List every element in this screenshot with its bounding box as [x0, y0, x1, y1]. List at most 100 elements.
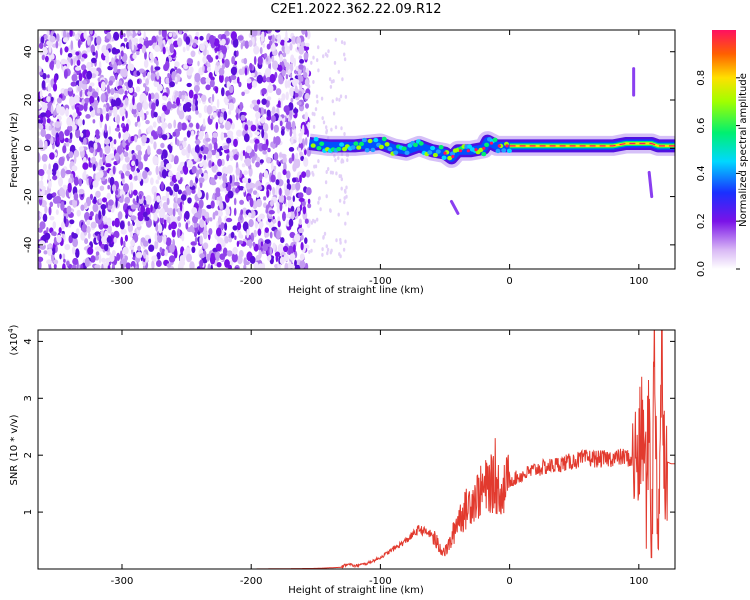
noise-blob — [89, 193, 93, 200]
noise-blob — [134, 121, 138, 127]
noise-blob — [335, 97, 338, 102]
noise-blob — [77, 85, 82, 92]
noise-blob — [73, 154, 77, 164]
noise-blob — [307, 121, 310, 130]
noise-blob — [262, 43, 266, 48]
noise-blob — [63, 88, 69, 97]
noise-blob — [86, 36, 91, 46]
noise-blob — [100, 204, 107, 210]
noise-blob — [281, 93, 286, 101]
noise-blob — [301, 30, 306, 35]
noise-blob — [329, 170, 333, 175]
noise-blob — [276, 159, 279, 166]
noise-blob — [148, 238, 152, 244]
noise-blob — [216, 200, 220, 206]
noise-blob — [285, 107, 290, 116]
x-tick-label: 100 — [629, 576, 648, 587]
noise-blob — [164, 249, 168, 257]
noise-blob — [229, 151, 234, 157]
noise-blob — [126, 30, 131, 37]
signal-blob — [401, 146, 407, 151]
noise-blob — [67, 53, 73, 58]
noise-blob — [177, 37, 183, 47]
noise-blob — [334, 125, 338, 130]
noise-blob — [189, 179, 194, 187]
noise-blob — [116, 49, 121, 54]
noise-blob — [233, 197, 237, 206]
noise-blob — [75, 51, 80, 56]
noise-blob — [58, 106, 66, 116]
noise-blob — [87, 90, 94, 97]
noise-blob — [143, 153, 148, 162]
noise-blob — [73, 176, 79, 186]
noise-blob — [180, 194, 187, 201]
noise-blob — [197, 60, 200, 67]
colorbar-gradient — [712, 30, 736, 269]
noise-blob — [53, 259, 59, 265]
noise-blob — [165, 77, 170, 85]
noise-blob — [168, 152, 172, 162]
noise-blob — [238, 186, 245, 191]
noise-blob — [101, 263, 104, 269]
noise-blob — [317, 200, 320, 205]
noise-blob — [237, 35, 244, 41]
noise-blob — [111, 263, 115, 269]
noise-blob — [95, 129, 100, 137]
noise-blob — [100, 93, 106, 103]
noise-blob — [259, 159, 264, 164]
noise-blob — [286, 178, 290, 184]
noise-blob — [287, 261, 292, 269]
noise-blob — [156, 195, 161, 203]
noise-blob — [106, 192, 111, 200]
noise-blob — [167, 144, 172, 150]
noise-blob — [226, 250, 233, 257]
noise-blob — [145, 78, 150, 86]
noise-blob — [237, 76, 240, 84]
noise-blob — [168, 170, 173, 177]
noise-blob — [310, 248, 313, 253]
noise-blob — [222, 173, 227, 183]
noise-blob — [38, 104, 41, 110]
noise-blob — [48, 180, 52, 189]
noise-blob — [254, 131, 260, 136]
noise-blob — [41, 54, 45, 61]
noise-blob — [136, 78, 140, 84]
noise-blob — [248, 40, 253, 47]
noise-blob — [179, 201, 183, 212]
noise-blob — [216, 98, 220, 109]
noise-blob — [73, 94, 80, 104]
noise-blob — [128, 86, 134, 94]
noise-blob — [46, 193, 53, 201]
noise-blob — [143, 59, 149, 68]
noise-blob — [98, 198, 103, 204]
noise-blob — [290, 137, 294, 145]
noise-blob — [174, 61, 180, 68]
noise-blob — [151, 102, 156, 111]
noise-blob — [194, 212, 201, 218]
noise-blob — [321, 252, 324, 257]
noise-blob — [219, 201, 224, 210]
noise-blob — [280, 237, 285, 244]
noise-blob — [256, 99, 261, 105]
noise-blob — [219, 73, 224, 83]
signal-peak-dot — [482, 146, 486, 150]
noise-blob — [55, 209, 59, 216]
noise-blob — [346, 158, 349, 163]
signal-blob — [387, 146, 393, 152]
signal-blob — [393, 150, 399, 155]
noise-blob — [182, 140, 187, 148]
signal-blob — [467, 144, 473, 149]
noise-blob — [230, 156, 233, 161]
noise-blob — [269, 231, 273, 239]
noise-blob — [52, 192, 57, 198]
noise-blob — [229, 260, 234, 266]
noise-blob — [330, 79, 334, 84]
noise-blob — [255, 198, 263, 208]
noise-blob — [82, 119, 85, 126]
noise-blob — [78, 188, 85, 195]
noise-blob — [269, 73, 276, 84]
noise-blob — [78, 178, 83, 187]
noise-blob — [161, 30, 167, 38]
noise-blob — [98, 170, 104, 178]
noise-blob — [83, 137, 87, 145]
